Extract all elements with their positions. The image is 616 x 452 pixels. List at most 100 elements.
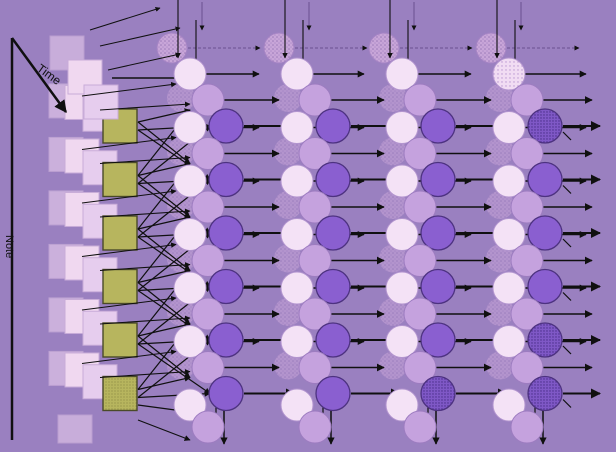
ghost-neuron [379,191,407,219]
neuron-mid [298,244,332,277]
neuron-back [492,164,526,198]
neuron [208,322,244,358]
neuron-mid [510,83,544,117]
connection-arrow [81,81,177,97]
neuron [315,322,351,358]
connection-arrow [137,268,191,284]
connection-arrow [89,6,161,31]
neuron-mid [191,351,225,384]
ghost-neuron [486,191,514,219]
neuron-back [385,388,419,422]
neuron-back [385,164,419,198]
neuron [420,322,456,358]
neuron-back [492,111,526,144]
neuron-mid [510,297,544,331]
ghost-neuron [274,244,302,273]
ghost-neuron [274,84,302,112]
neuron-mid [510,351,544,384]
note-axis-label: Note [3,235,15,258]
neuron-back [173,325,207,358]
neuron [420,375,456,412]
neuron-mid [298,351,332,384]
neuron [208,268,244,305]
ghost-neuron [486,84,514,112]
ghost-neuron [274,298,302,326]
neuron [315,215,351,251]
connection-arrow [99,262,191,272]
neuron [527,161,563,198]
ghost-neuron [486,244,514,273]
input-square [102,322,138,358]
neuron [420,268,456,305]
neuron [208,108,244,144]
neuron [315,108,351,144]
neuron [420,215,456,251]
ghost-neuron [475,32,507,64]
time-axis-line [10,37,68,114]
neuron-mid [191,410,225,444]
ghost-neuron [379,298,407,326]
neuron-back [173,271,207,305]
neuron-mid [403,190,437,224]
connection-arrow [562,131,572,141]
ghost-neuron [274,137,302,166]
input-square [102,268,138,305]
neuron-mid [298,297,332,331]
neuron-mid [191,83,225,117]
neuron [208,161,244,198]
connection-arrow [99,369,191,379]
neuron-grid [173,57,563,444]
neuron-back [385,111,419,144]
neuron-back [280,218,314,251]
neuron-mid [191,297,225,331]
ghost-neuron [368,32,400,64]
connection-arrow [107,52,181,71]
input-square [102,161,138,198]
neuron-mid [403,351,437,384]
connection-arrow [99,26,181,47]
input-square [102,215,138,251]
neuron-mid [298,137,332,170]
neuron [527,375,563,412]
connection-arrow [99,155,191,165]
connection-arrow [137,375,191,391]
neuron-back [492,271,526,305]
neuron [208,215,244,251]
ghost-neuron [379,84,407,112]
neuron-mid [298,190,332,224]
neuron-mid [510,137,544,170]
neuron-back [280,164,314,198]
neuron-mid [191,190,225,224]
neuron-back [492,388,526,422]
neuron-back [385,325,419,358]
connection-arrow [99,101,191,111]
ghost-neuron [379,351,407,380]
neuron-mid [403,244,437,277]
connection-arrow [81,242,177,258]
input-square-history [83,84,119,120]
neuron-mid [298,410,332,444]
connection-arrow [137,215,191,230]
neuron-mid [298,83,332,117]
connection-arrow [137,322,191,337]
connection-arrow [562,399,572,408]
neuron-mid [191,244,225,277]
connection-arrow [81,188,177,204]
neuron-back [385,271,419,305]
neuron-back [173,388,207,422]
neuron-back [492,325,526,358]
input-stack [48,35,138,444]
neuron-back [173,164,207,198]
neuron [420,161,456,198]
neuron-back [280,271,314,305]
connection-arrow [99,208,191,218]
ghost-neuron [379,137,407,166]
neuron-back [492,57,526,91]
connection-arrow [562,238,572,248]
ghost-neuron [486,351,514,380]
neuron [527,215,563,251]
neuron-back [280,57,314,91]
connection-arrow [562,292,572,301]
